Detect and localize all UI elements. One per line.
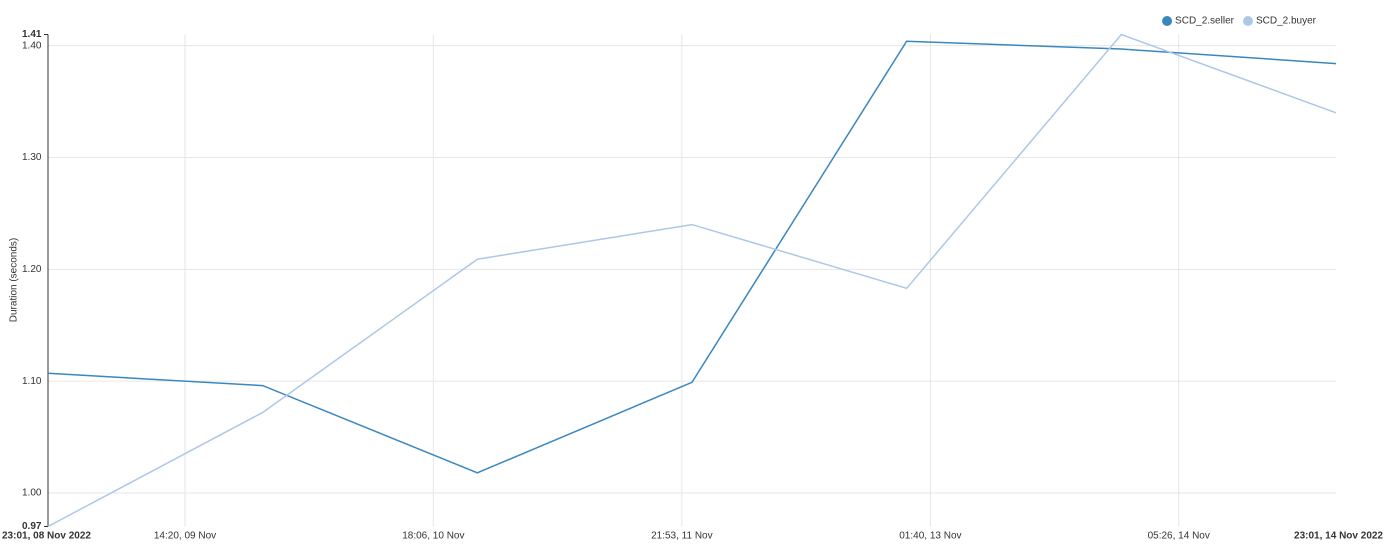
x-tick-label: 23:01, 08 Nov 2022 bbox=[2, 531, 91, 542]
series-line bbox=[47, 40, 1337, 474]
y-tick-label: 1.30 bbox=[22, 152, 42, 163]
legend-label: SCD_2.seller bbox=[1175, 16, 1235, 27]
y-tick-label: 1.40 bbox=[22, 40, 42, 51]
series-line bbox=[47, 33, 1337, 528]
y-axis-label: Duration (seconds) bbox=[9, 238, 20, 322]
y-tick-label: 1.00 bbox=[22, 488, 42, 499]
legend-label: SCD_2.buyer bbox=[1256, 16, 1317, 27]
x-tick-label: 14:20, 09 Nov bbox=[154, 531, 216, 542]
y-tick-label: 1.20 bbox=[22, 264, 42, 275]
y-tick-label: 1.10 bbox=[22, 376, 42, 387]
x-tick-label: 21:53, 11 Nov bbox=[651, 531, 713, 542]
x-tick-label: 23:01, 14 Nov 2022 bbox=[1294, 531, 1383, 542]
y-tick-label: 1.41 bbox=[22, 29, 42, 40]
legend-marker bbox=[1162, 16, 1173, 26]
x-tick-label: 01:40, 13 Nov bbox=[899, 531, 961, 542]
x-tick-label: 18:06, 10 Nov bbox=[402, 531, 464, 542]
legend-marker bbox=[1242, 16, 1253, 26]
x-tick-label: 05:26, 14 Nov bbox=[1148, 531, 1210, 542]
y-tick-label: 0.97 bbox=[22, 521, 42, 532]
